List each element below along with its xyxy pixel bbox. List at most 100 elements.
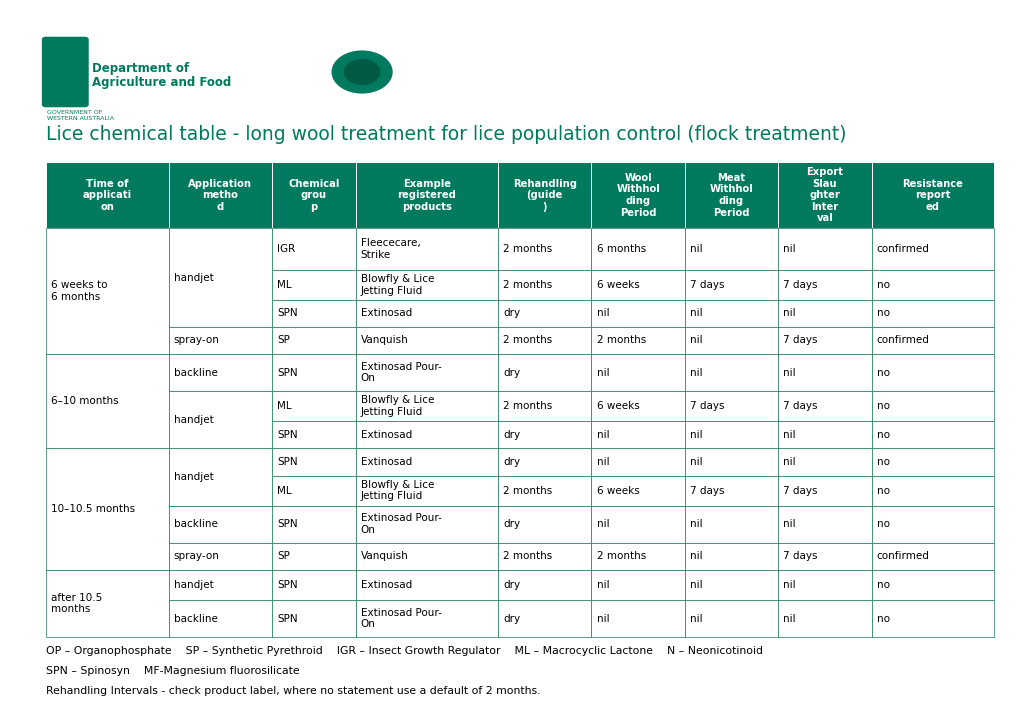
Text: handjet: handjet (173, 273, 213, 282)
Bar (46, 449, 168, 570)
Text: 2 months: 2 months (502, 552, 552, 562)
Bar (356, 505, 497, 543)
Bar (46, 162, 168, 228)
Bar (497, 449, 591, 476)
Text: Agriculture and Food: Agriculture and Food (92, 76, 231, 89)
Text: 6–10 months: 6–10 months (51, 396, 118, 406)
Text: Extinosad: Extinosad (361, 457, 412, 467)
Bar (684, 354, 777, 391)
Bar (272, 327, 356, 354)
Circle shape (331, 50, 392, 94)
Bar (591, 505, 684, 543)
Text: dry: dry (502, 519, 520, 529)
Bar (168, 354, 272, 391)
Bar (356, 228, 497, 270)
Bar (272, 270, 356, 300)
Text: dry: dry (502, 457, 520, 467)
Bar (591, 600, 684, 637)
Bar (497, 421, 591, 449)
Bar (684, 391, 777, 421)
Bar (497, 570, 591, 600)
Bar (777, 300, 871, 327)
Bar (871, 228, 994, 270)
Bar (497, 354, 591, 391)
Text: backline: backline (173, 519, 217, 529)
Text: no: no (876, 401, 889, 411)
Bar (168, 600, 272, 637)
Text: nil: nil (689, 519, 702, 529)
Text: 7 days: 7 days (783, 485, 817, 495)
Bar (168, 391, 272, 449)
Text: SP: SP (277, 552, 289, 562)
Text: no: no (876, 613, 889, 624)
Bar (497, 505, 591, 543)
Text: SPN: SPN (277, 430, 298, 440)
Bar (871, 543, 994, 570)
Bar (356, 162, 497, 228)
Bar (684, 228, 777, 270)
Text: handjet: handjet (173, 415, 213, 425)
Bar (356, 570, 497, 600)
Text: ML: ML (277, 485, 291, 495)
Text: Vanquish: Vanquish (361, 552, 408, 562)
Bar (871, 570, 994, 600)
Bar (684, 600, 777, 637)
Bar (356, 421, 497, 449)
Text: Fleececare,
Strike: Fleececare, Strike (361, 238, 420, 260)
Text: nil: nil (596, 457, 608, 467)
Text: nil: nil (596, 430, 608, 440)
Bar (272, 421, 356, 449)
Text: no: no (876, 519, 889, 529)
Bar (168, 228, 272, 327)
Bar (591, 476, 684, 505)
Bar (272, 570, 356, 600)
Text: OP – Organophosphate    SP – Synthetic Pyrethroid    IGR – Insect Growth Regulat: OP – Organophosphate SP – Synthetic Pyre… (46, 646, 762, 656)
Text: 2 months: 2 months (502, 336, 552, 346)
Bar (497, 391, 591, 421)
Text: 6 weeks: 6 weeks (596, 401, 639, 411)
Bar (777, 449, 871, 476)
Bar (684, 162, 777, 228)
Bar (272, 300, 356, 327)
Bar (168, 162, 272, 228)
Bar (684, 421, 777, 449)
Text: 7 days: 7 days (783, 401, 817, 411)
Text: nil: nil (596, 308, 608, 318)
Bar (684, 327, 777, 354)
Bar (684, 570, 777, 600)
Text: no: no (876, 457, 889, 467)
Text: nil: nil (783, 457, 795, 467)
Text: dry: dry (502, 613, 520, 624)
Bar (356, 600, 497, 637)
Bar (356, 543, 497, 570)
Bar (684, 449, 777, 476)
Bar (591, 327, 684, 354)
Text: nil: nil (689, 552, 702, 562)
Text: 7 days: 7 days (689, 280, 723, 289)
Bar (777, 270, 871, 300)
Bar (272, 543, 356, 570)
Bar (591, 354, 684, 391)
Bar (777, 543, 871, 570)
Text: Rehandling
(guide
): Rehandling (guide ) (513, 179, 576, 212)
Text: no: no (876, 430, 889, 440)
Text: nil: nil (783, 613, 795, 624)
Bar (168, 543, 272, 570)
Bar (777, 505, 871, 543)
Text: nil: nil (783, 580, 795, 590)
Text: SPN – Spinosyn    MF-Magnesium fluorosilicate: SPN – Spinosyn MF-Magnesium fluorosilica… (46, 666, 300, 676)
Bar (272, 600, 356, 637)
Text: ML: ML (277, 280, 291, 289)
Text: confirmed: confirmed (876, 336, 928, 346)
Text: nil: nil (689, 580, 702, 590)
Bar (684, 505, 777, 543)
Bar (591, 162, 684, 228)
Bar (871, 300, 994, 327)
Bar (497, 327, 591, 354)
Bar (497, 300, 591, 327)
Bar (591, 228, 684, 270)
Text: nil: nil (596, 613, 608, 624)
Bar (168, 505, 272, 543)
Text: SPN: SPN (277, 519, 298, 529)
Text: Meat
Withhol
ding
Period: Meat Withhol ding Period (709, 173, 753, 217)
